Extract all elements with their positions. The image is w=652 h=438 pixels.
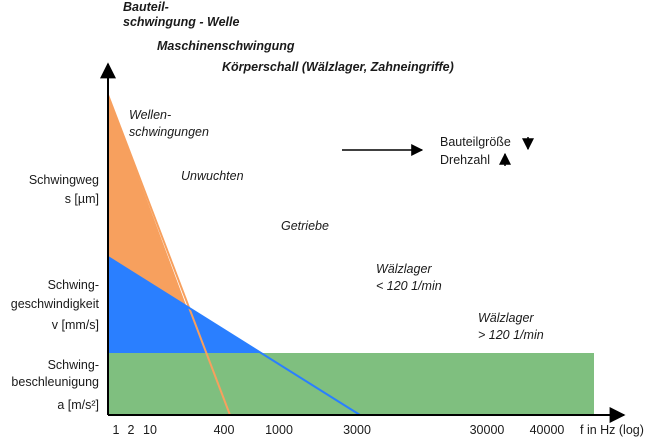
region-bearing-high-1: Wälzlager — [478, 311, 534, 325]
region-imbalance: Unwuchten — [181, 169, 244, 183]
region-shaft-vibrations-1: Wellen- — [129, 108, 172, 122]
x-tick-3000: 3000 — [343, 423, 371, 437]
region-shaft-vibrations-2: schwingungen — [129, 125, 209, 139]
label-velocity-name-2: geschwindigkeit — [10, 297, 99, 311]
displacement-boundary-line — [107, 94, 231, 416]
region-bearing-high-2: > 120 1/min — [478, 328, 544, 342]
x-tick-1: 1 — [112, 423, 120, 437]
label-displacement-unit: s [µm] — [64, 192, 99, 206]
x-tick-10: 10 — [143, 423, 157, 437]
label-velocity-name-1: Schwing- — [47, 278, 99, 292]
trend-rotation-speed: Drehzahl — [440, 153, 491, 167]
trend-component-size: Bauteilgröße — [440, 135, 511, 149]
region-gearbox: Getriebe — [281, 219, 329, 233]
x-tick-40000: 40000 — [529, 423, 565, 437]
region-bearing-low-2: < 120 1/min — [376, 279, 442, 293]
velocity-boundary-line — [107, 256, 361, 416]
label-velocity-unit: v [mm/s] — [51, 318, 99, 332]
region-bearing-low-1: Wälzlager — [376, 262, 432, 276]
acceleration-band — [108, 353, 594, 415]
heading-structure-borne-sound: Körperschall (Wälzlager, Zahneingriffe) — [222, 60, 454, 74]
label-displacement-name: Schwingweg — [28, 173, 99, 187]
x-tick-30000: 30000 — [469, 423, 505, 437]
x-tick-400: 400 — [213, 423, 235, 437]
label-acceleration-name-2: beschleunigung — [11, 375, 99, 389]
heading-component-vibration-1: Bauteil- — [123, 0, 169, 14]
heading-machine-vibration: Maschinenschwingung — [157, 39, 295, 53]
label-acceleration-unit: a [m/s²] — [57, 398, 99, 412]
x-tick-2: 2 — [127, 423, 135, 437]
x-tick-1000: 1000 — [265, 423, 293, 437]
x-axis-label: f in Hz (log) — [580, 423, 644, 437]
label-acceleration-name-1: Schwing- — [47, 358, 99, 372]
heading-component-vibration-2: schwingung - Welle — [123, 15, 240, 29]
